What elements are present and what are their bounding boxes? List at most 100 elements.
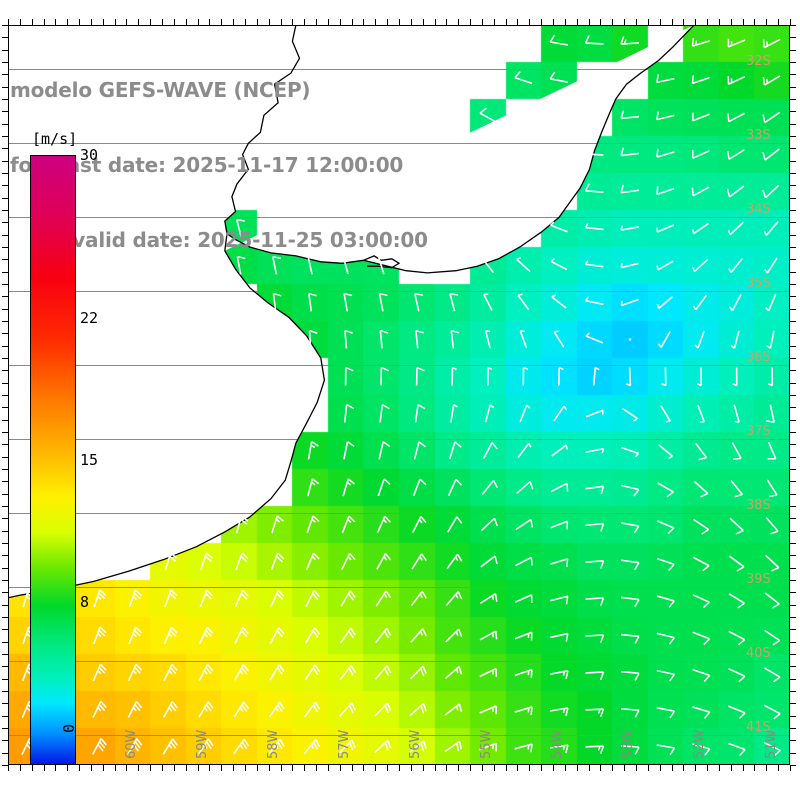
- wind-barb: [233, 701, 250, 718]
- wind-barb: [730, 330, 740, 349]
- wind-barb: [374, 739, 392, 754]
- wind-barb: [447, 516, 463, 533]
- gridline-lat-34S: [8, 217, 790, 219]
- wind-barb: [234, 626, 249, 644]
- wind-barb: [269, 664, 285, 681]
- tick-right: [790, 185, 796, 187]
- tick-left: [2, 345, 8, 347]
- wind-barb: [128, 626, 143, 645]
- tick-top: [256, 19, 258, 25]
- wind-barb: [695, 442, 708, 461]
- tick-right: [790, 25, 796, 26]
- wind-barb: [198, 664, 214, 681]
- tick-bottom: [67, 765, 69, 771]
- wind-barb: [620, 36, 640, 46]
- wind-barb: [549, 71, 568, 83]
- tick-right: [790, 37, 796, 39]
- tick-right: [790, 173, 796, 174]
- wind-barb: [410, 628, 427, 643]
- lat-label-35S: 35S: [746, 276, 771, 292]
- tick-right: [790, 740, 796, 742]
- tick-left: [2, 444, 8, 446]
- wind-barb: [270, 589, 285, 608]
- wind-barb: [410, 590, 427, 607]
- tick-top: [339, 19, 341, 25]
- tick-bottom: [126, 765, 128, 771]
- tick-right: [790, 728, 796, 729]
- tick-top: [470, 19, 472, 25]
- tick-right: [790, 678, 796, 680]
- wind-barb: [692, 258, 709, 273]
- tick-right: [790, 86, 796, 88]
- gridline-lat-32S: [8, 69, 790, 71]
- wind-barb: [340, 590, 356, 607]
- tick-right: [790, 197, 796, 199]
- tick-top: [707, 19, 709, 25]
- colorbar: [30, 155, 76, 765]
- wind-barb: [731, 442, 742, 460]
- wind-barb: [551, 294, 567, 309]
- wind-barb: [620, 184, 640, 194]
- wind-barb: [234, 589, 249, 608]
- gridline-lat-39S: [8, 587, 790, 589]
- wind-barb: [127, 663, 143, 682]
- wind-barb: [342, 478, 356, 497]
- tick-left: [2, 99, 8, 100]
- wind-barb: [343, 441, 355, 460]
- wind-barb: [762, 75, 781, 86]
- wind-barb: [378, 441, 391, 460]
- tick-top: [387, 19, 389, 25]
- wind-barb: [163, 663, 178, 681]
- wind-barb: [730, 480, 744, 498]
- wind-barb: [514, 706, 533, 716]
- tick-right: [790, 419, 796, 421]
- wind-barb: [409, 740, 427, 753]
- wind-barb: [765, 517, 779, 535]
- wind-barb: [164, 552, 178, 571]
- tick-bottom: [138, 765, 140, 771]
- tick-bottom: [8, 765, 9, 771]
- tick-left: [2, 136, 8, 137]
- wind-barb: [692, 743, 711, 756]
- wind-barb: [592, 366, 600, 386]
- wind-barb: [444, 703, 463, 716]
- tick-left: [2, 382, 8, 384]
- tick-right: [790, 654, 796, 655]
- wind-barb: [584, 260, 604, 268]
- wind-barb: [692, 222, 709, 235]
- wind-barb: [660, 405, 671, 423]
- tick-left: [2, 629, 8, 631]
- wind-barb: [763, 221, 779, 236]
- tick-left: [2, 173, 8, 174]
- tick-top: [19, 19, 21, 25]
- tick-right: [790, 481, 796, 483]
- tick-top: [114, 19, 116, 25]
- tick-left: [2, 210, 8, 211]
- tick-top: [185, 19, 187, 25]
- wind-barb: [693, 480, 709, 498]
- tick-left: [2, 456, 8, 458]
- wind-barb: [127, 700, 143, 718]
- tick-bottom: [635, 765, 637, 771]
- tick-right: [790, 469, 796, 470]
- wind-barb: [620, 596, 640, 607]
- tick-right: [790, 321, 796, 322]
- tick-right: [790, 210, 796, 211]
- tick-right: [790, 136, 796, 137]
- wind-barb: [375, 590, 392, 607]
- tick-left: [2, 333, 8, 335]
- tick-top: [150, 19, 152, 25]
- tick-left: [2, 185, 8, 187]
- tick-right: [790, 296, 796, 298]
- tick-right: [790, 49, 796, 51]
- tick-left: [2, 715, 8, 717]
- tick-top: [446, 19, 448, 25]
- colorbar-tick-22: 22: [80, 308, 99, 327]
- wind-barb: [550, 520, 569, 530]
- tick-bottom: [79, 765, 81, 771]
- wind-barb: [412, 478, 427, 497]
- tick-left: [2, 543, 8, 544]
- wind-barb: [272, 292, 282, 312]
- wind-barb: [380, 366, 390, 386]
- wind-barb: [558, 366, 564, 386]
